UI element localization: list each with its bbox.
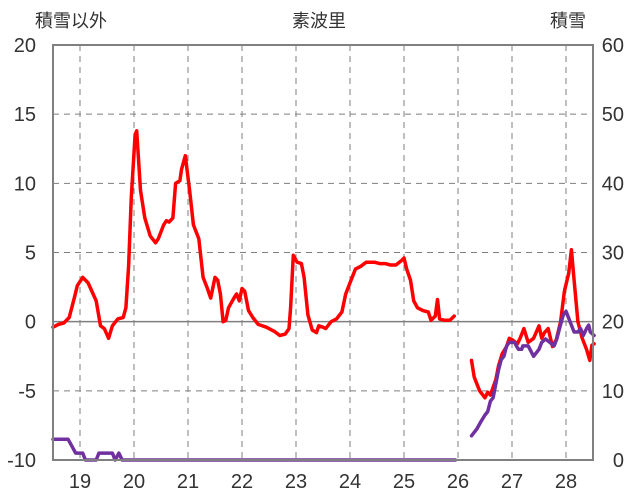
right-y-tick-label-0: 60 bbox=[602, 35, 624, 57]
series-1-line-0 bbox=[51, 437, 458, 462]
plot-frame bbox=[52, 44, 594, 461]
left-y-tick-label-0: 20 bbox=[14, 35, 36, 57]
left-y-tick-label-6: -10 bbox=[7, 450, 36, 472]
right-y-tick-label-6: 0 bbox=[613, 450, 624, 472]
chart-title: 素波里 bbox=[292, 11, 346, 32]
x-tick-label-1: 20 bbox=[123, 471, 145, 493]
left-y-tick-label-3: 5 bbox=[25, 243, 36, 265]
x-tick-label-9: 28 bbox=[555, 471, 577, 493]
left-axis-label: 積雪以外 bbox=[35, 11, 107, 32]
right-y-tick-label-3: 30 bbox=[602, 243, 624, 265]
left-y-tick-label-2: 10 bbox=[14, 173, 36, 195]
right-y-tick-label-5: 10 bbox=[602, 381, 624, 403]
left-y-tick-label-4: 0 bbox=[25, 312, 36, 334]
label-layer: 積雪以外 素波里 積雪 19 20 21 22 23 24 25 26 27 2820151050… bbox=[7, 11, 624, 493]
right-axis-label: 積雪 bbox=[550, 11, 586, 32]
x-tick-label-7: 26 bbox=[447, 471, 469, 493]
x-tick-label-3: 22 bbox=[231, 471, 253, 493]
x-tick-label-0: 19 bbox=[69, 471, 91, 493]
right-y-tick-label-1: 50 bbox=[602, 104, 624, 126]
grid-layer bbox=[53, 45, 593, 460]
frame-layer bbox=[52, 44, 594, 461]
x-tick-label-8: 27 bbox=[501, 471, 523, 493]
right-y-tick-label-4: 20 bbox=[602, 312, 624, 334]
x-tick-label-4: 23 bbox=[285, 471, 307, 493]
x-tick-label-2: 21 bbox=[177, 471, 199, 493]
x-tick-label-6: 25 bbox=[393, 471, 415, 493]
x-tick-label-5: 24 bbox=[339, 471, 361, 493]
series-0-line-1 bbox=[469, 247, 596, 400]
right-y-tick-label-2: 40 bbox=[602, 173, 624, 195]
left-y-tick-label-1: 15 bbox=[14, 104, 36, 126]
left-y-tick-label-5: -5 bbox=[18, 381, 36, 403]
series-0-line-0 bbox=[51, 129, 456, 341]
series-1-line-1 bbox=[469, 309, 596, 438]
